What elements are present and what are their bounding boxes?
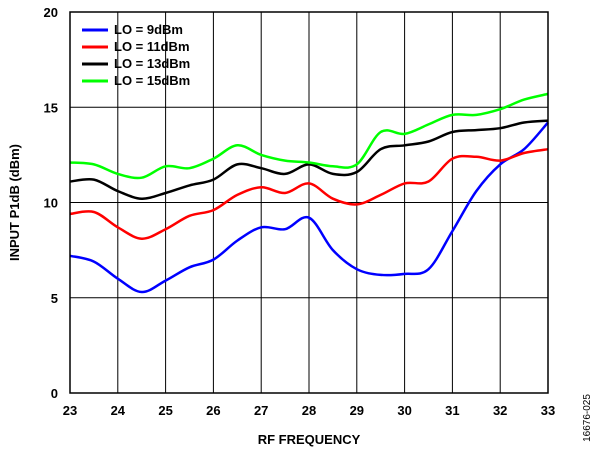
x-tick-label: 25: [158, 403, 172, 418]
legend-label: LO = 15dBm: [114, 73, 190, 88]
x-tick-label: 23: [63, 403, 77, 418]
series-line-1: [69, 121, 549, 294]
series-lines: [69, 92, 549, 294]
y-tick-labels: 0 5 10 15 20: [44, 5, 58, 401]
x-tick-label: 31: [445, 403, 459, 418]
series-line-2: [69, 147, 549, 240]
x-tick-label: 32: [493, 403, 507, 418]
legend-label: LO = 9dBm: [114, 22, 183, 37]
x-tick-label: 29: [350, 403, 364, 418]
series-line-3: [69, 119, 549, 200]
y-tick-label: 0: [51, 386, 58, 401]
x-tick-label: 26: [206, 403, 220, 418]
y-tick-label: 20: [44, 5, 58, 20]
y-tick-label: 5: [51, 291, 58, 306]
x-tick-labels: 23 24 25 26 27 28 29 30 31 32 33: [63, 403, 555, 418]
figure-id: 16676-025: [582, 394, 593, 442]
x-tick-label: 33: [541, 403, 555, 418]
series-line-4: [69, 92, 549, 180]
x-axis-title: RF FREQUENCY: [258, 432, 361, 447]
x-tick-label: 30: [397, 403, 411, 418]
y-axis-title: INPUT P1dB (dBm): [7, 144, 22, 261]
y-tick-label: 10: [44, 196, 58, 211]
legend-label: LO = 11dBm: [114, 39, 190, 54]
y-tick-label: 15: [44, 100, 58, 115]
plot-frame: [69, 11, 549, 394]
x-tick-label: 27: [254, 403, 268, 418]
legend-label: LO = 13dBm: [114, 56, 190, 71]
x-tick-label: 28: [302, 403, 316, 418]
legend: LO = 9dBm LO = 11dBm LO = 13dBm LO = 15dBm: [82, 22, 190, 88]
x-tick-label: 24: [111, 403, 126, 418]
